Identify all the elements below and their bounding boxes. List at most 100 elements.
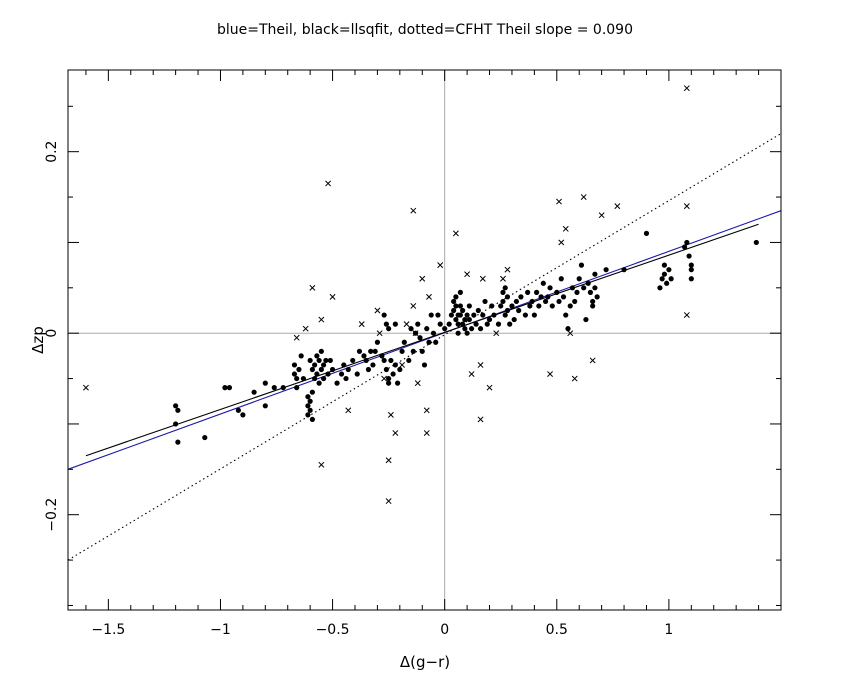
data-point [500,298,506,305]
data-point [484,321,490,327]
data-point [390,371,396,377]
data-point [688,262,694,268]
outlier-point [302,325,309,332]
outlier-point [82,384,89,391]
outlier-point [387,411,394,418]
data-point [684,239,690,246]
data-point [419,348,425,354]
outlier-point [318,461,325,468]
data-point [354,371,360,377]
data-point [307,407,313,413]
outlier-point [547,371,554,377]
data-point [460,307,466,314]
data-point [502,285,508,291]
outlier-point [477,416,484,423]
fit-line-llsqfit [85,223,759,457]
outlier-point [580,194,587,201]
y-axis: −0.2 0 0.2 [44,105,781,606]
data-point [448,312,455,318]
data-point [509,303,515,309]
data-point [453,294,459,300]
data-point [661,271,668,277]
data-point [240,412,246,418]
data-point [312,362,318,368]
outlier-point [493,330,500,337]
data-point [455,330,461,336]
data-point [688,267,694,273]
data-point [323,357,329,364]
data-point [417,335,423,341]
data-point [522,312,528,318]
data-point [386,375,392,382]
fit-line-theil [67,210,782,470]
data-point [370,362,376,368]
data-point [327,357,333,364]
data-point [643,230,650,236]
data-point [583,316,589,323]
x-tick-label: −1.5 [91,622,125,638]
data-point [511,316,517,323]
data-point [415,321,421,327]
y-tick-label: 0.2 [44,141,60,163]
y-tick-label: 0 [44,329,60,338]
data-point [507,321,513,327]
data-point [314,371,320,377]
x-tick-label: −1 [210,622,231,638]
outlier-point [683,85,690,92]
data-point [406,357,412,364]
data-point [421,362,428,368]
data-point [365,366,372,373]
data-point [372,348,378,354]
data-point [560,294,567,300]
outlier-point [479,275,486,282]
data-point [753,239,759,246]
data-point [262,380,268,386]
outlier-point [558,239,565,246]
data-point [531,312,537,318]
data-point [392,321,398,327]
chart-title: blue=Theil, black=llsqfit, dotted=CFHT T… [217,22,633,38]
outlier-point [556,198,562,205]
data-point [368,348,374,354]
data-point [513,298,520,305]
data-point [397,366,403,373]
data-point [305,403,311,409]
outlier-point [358,321,365,328]
data-point [451,298,457,305]
data-point [688,276,694,282]
data-point [468,326,475,332]
data-point [457,289,463,295]
outlier-point [376,330,383,337]
data-point [569,285,576,291]
data-point [466,303,472,309]
data-point [489,303,495,309]
outlier-point [318,316,325,323]
x-tick-label: 0.5 [546,622,568,638]
data-point [424,326,430,332]
data-point [542,298,549,305]
data-point [321,362,327,368]
data-point [668,276,674,282]
data-point [386,326,392,332]
data-point [383,321,389,327]
data-point [325,371,331,377]
data-point [280,385,286,391]
data-point [251,389,257,395]
outlier-point [486,384,493,391]
data-point [527,303,533,309]
data-point [567,303,573,309]
x-axis: −1.5 −1 −0.5 0 0.5 1 [85,70,760,638]
data-point [316,380,322,386]
data-point [576,276,582,282]
data-point [462,326,468,332]
data-point [480,312,486,318]
data-point [271,385,277,391]
data-point [504,307,511,314]
data-point [585,280,591,286]
data-point [296,366,302,373]
data-point [388,357,394,364]
outlier-point [683,312,690,318]
fit-line-cfht [67,133,782,561]
data-point [462,316,468,323]
